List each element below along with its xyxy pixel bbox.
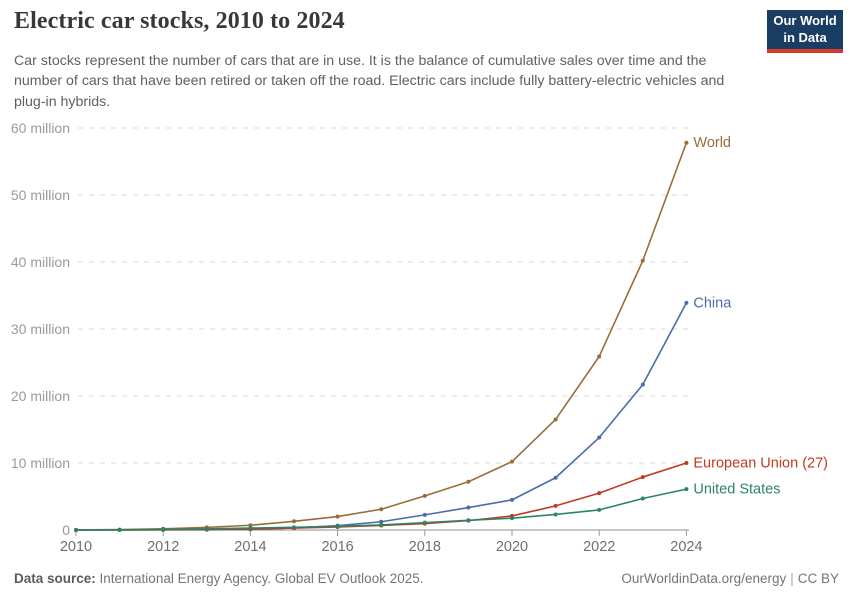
y-axis-tick-label: 30 million	[11, 321, 70, 337]
x-axis-tick-label: 2016	[321, 539, 353, 555]
data-point-united-states[interactable]	[248, 526, 253, 531]
data-point-world[interactable]	[292, 519, 296, 524]
y-axis-tick-label: 0	[62, 522, 70, 538]
data-point-world[interactable]	[466, 479, 471, 484]
data-point-european-union-27[interactable]	[597, 491, 602, 496]
data-point-united-states[interactable]	[379, 522, 384, 527]
footer-separator: |	[790, 571, 794, 586]
data-point-world[interactable]	[684, 140, 689, 145]
data-point-world[interactable]	[422, 493, 427, 498]
data-point-china[interactable]	[466, 505, 471, 510]
series-label-china[interactable]: China	[693, 295, 732, 311]
y-axis-tick-label: 10 million	[11, 455, 70, 471]
x-axis-tick-label: 2018	[409, 539, 441, 555]
data-point-united-states[interactable]	[204, 526, 209, 531]
data-point-world[interactable]	[553, 417, 558, 422]
y-axis-tick-label: 60 million	[11, 120, 70, 136]
chart-footer: Data source: International Energy Agency…	[14, 571, 839, 586]
series-line-world[interactable]	[75, 142, 688, 531]
series-label-european-union-27[interactable]: European Union (27)	[693, 456, 828, 472]
data-point-united-states[interactable]	[422, 520, 427, 525]
data-point-united-states[interactable]	[510, 516, 514, 521]
data-point-world[interactable]	[379, 507, 384, 512]
x-axis-tick-label: 2012	[147, 539, 179, 555]
data-point-united-states[interactable]	[597, 507, 602, 512]
footer-right: OurWorldinData.org/energy | CC BY	[621, 571, 839, 586]
data-point-european-union-27[interactable]	[553, 503, 558, 508]
data-point-world[interactable]	[640, 258, 645, 263]
y-axis-tick-label: 40 million	[11, 254, 70, 270]
series-label-world[interactable]: World	[693, 135, 731, 151]
license-badge: CC BY	[797, 571, 839, 586]
data-source: Data source: International Energy Agency…	[14, 571, 424, 586]
x-axis-tick-label: 2020	[496, 539, 528, 555]
data-point-world[interactable]	[510, 459, 514, 464]
data-point-china[interactable]	[379, 519, 384, 524]
data-point-united-states[interactable]	[640, 496, 645, 501]
data-point-united-states[interactable]	[335, 524, 340, 529]
data-point-united-states[interactable]	[292, 525, 296, 530]
data-point-china[interactable]	[553, 475, 558, 480]
data-point-china[interactable]	[684, 300, 689, 305]
data-point-united-states[interactable]	[161, 527, 166, 532]
x-axis-tick-label: 2010	[60, 539, 92, 555]
data-point-world[interactable]	[248, 523, 253, 528]
data-point-european-union-27[interactable]	[684, 461, 689, 465]
owid-logo[interactable]: Our World in Data	[767, 10, 843, 53]
data-point-united-states[interactable]	[553, 512, 558, 517]
data-point-china[interactable]	[510, 497, 514, 502]
x-axis-tick-label: 2022	[583, 539, 615, 555]
data-point-world[interactable]	[335, 514, 340, 519]
data-point-world[interactable]	[597, 354, 602, 359]
series-line-china[interactable]	[75, 302, 688, 531]
data-point-united-states[interactable]	[117, 527, 122, 532]
data-point-united-states[interactable]	[74, 527, 78, 532]
data-point-united-states[interactable]	[684, 487, 689, 492]
data-point-china[interactable]	[422, 512, 427, 517]
page-title: Electric car stocks, 2010 to 2024	[14, 8, 345, 34]
y-axis-tick-label: 20 million	[11, 388, 70, 404]
x-axis-tick-label: 2024	[670, 539, 702, 555]
owid-logo-line1: Our World	[773, 13, 837, 29]
data-point-european-union-27[interactable]	[640, 475, 645, 480]
data-source-label: Data source:	[14, 571, 96, 586]
data-point-china[interactable]	[640, 382, 645, 387]
x-axis-tick-label: 2014	[234, 539, 266, 555]
series-label-united-states[interactable]: United States	[693, 482, 780, 498]
data-source-text: International Energy Agency. Global EV O…	[95, 571, 424, 586]
y-axis-tick-label: 50 million	[11, 187, 70, 203]
chart-subtitle: Car stocks represent the number of cars …	[14, 53, 725, 110]
data-point-united-states[interactable]	[466, 518, 471, 523]
owid-logo-line2: in Data	[783, 29, 827, 45]
data-point-china[interactable]	[597, 435, 602, 440]
owid-site-link[interactable]: OurWorldinData.org/energy	[621, 571, 787, 586]
